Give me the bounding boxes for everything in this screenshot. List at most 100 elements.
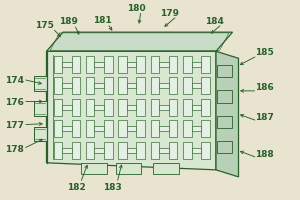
- Bar: [136, 57, 145, 73]
- Bar: [151, 57, 159, 73]
- Bar: [201, 99, 210, 116]
- Bar: [127, 63, 136, 67]
- Polygon shape: [46, 33, 232, 52]
- Bar: [86, 142, 94, 159]
- Bar: [104, 121, 112, 137]
- Bar: [201, 121, 210, 137]
- Bar: [159, 148, 169, 153]
- Bar: [54, 142, 62, 159]
- Bar: [54, 99, 62, 116]
- Bar: [217, 116, 232, 128]
- Bar: [169, 78, 177, 95]
- Text: 174: 174: [5, 76, 24, 84]
- Bar: [169, 99, 177, 116]
- Text: 183: 183: [103, 183, 122, 191]
- Bar: [34, 127, 46, 142]
- Bar: [94, 148, 104, 153]
- Bar: [94, 127, 104, 131]
- Bar: [136, 99, 145, 116]
- Bar: [86, 78, 94, 95]
- Bar: [217, 91, 232, 103]
- Bar: [94, 63, 104, 67]
- Bar: [159, 127, 169, 131]
- Bar: [62, 127, 72, 131]
- Bar: [72, 78, 80, 95]
- Bar: [72, 121, 80, 137]
- Bar: [118, 121, 127, 137]
- Bar: [217, 66, 232, 78]
- Bar: [192, 148, 201, 153]
- Text: 188: 188: [255, 150, 273, 158]
- Bar: [153, 163, 178, 175]
- Bar: [136, 142, 145, 159]
- Bar: [72, 142, 80, 159]
- Bar: [118, 78, 127, 95]
- Bar: [62, 84, 72, 89]
- Bar: [72, 99, 80, 116]
- Bar: [201, 142, 210, 159]
- Text: 176: 176: [5, 98, 24, 106]
- Bar: [54, 121, 62, 137]
- Bar: [151, 99, 159, 116]
- Bar: [118, 57, 127, 73]
- Bar: [94, 105, 104, 110]
- Bar: [86, 121, 94, 137]
- Bar: [54, 78, 62, 95]
- Bar: [104, 57, 112, 73]
- Bar: [34, 77, 46, 91]
- Text: 186: 186: [255, 83, 273, 91]
- Bar: [151, 121, 159, 137]
- Bar: [201, 57, 210, 73]
- Bar: [159, 84, 169, 89]
- Bar: [118, 142, 127, 159]
- Bar: [169, 121, 177, 137]
- Bar: [116, 163, 141, 175]
- Bar: [136, 121, 145, 137]
- Bar: [192, 105, 201, 110]
- Text: 179: 179: [160, 9, 179, 17]
- Bar: [151, 142, 159, 159]
- Text: 189: 189: [59, 17, 78, 25]
- Bar: [62, 148, 72, 153]
- Bar: [159, 105, 169, 110]
- Bar: [183, 142, 192, 159]
- Bar: [201, 78, 210, 95]
- Bar: [54, 57, 62, 73]
- Bar: [86, 99, 94, 116]
- Bar: [136, 78, 145, 95]
- Bar: [118, 99, 127, 116]
- Polygon shape: [46, 52, 216, 170]
- Text: 181: 181: [93, 16, 111, 24]
- Bar: [104, 99, 112, 116]
- Bar: [62, 63, 72, 67]
- Bar: [34, 102, 46, 116]
- Bar: [192, 84, 201, 89]
- Bar: [127, 84, 136, 89]
- Bar: [104, 78, 112, 95]
- Bar: [127, 148, 136, 153]
- Bar: [94, 84, 104, 89]
- Bar: [104, 142, 112, 159]
- Bar: [169, 57, 177, 73]
- Text: 177: 177: [5, 121, 24, 129]
- Bar: [159, 63, 169, 67]
- Text: 178: 178: [5, 145, 24, 153]
- Bar: [86, 57, 94, 73]
- Bar: [192, 63, 201, 67]
- Bar: [183, 78, 192, 95]
- Polygon shape: [216, 52, 239, 177]
- Bar: [81, 163, 106, 175]
- Bar: [192, 127, 201, 131]
- Bar: [62, 105, 72, 110]
- Bar: [183, 121, 192, 137]
- Bar: [183, 57, 192, 73]
- Bar: [151, 78, 159, 95]
- Text: 175: 175: [35, 21, 54, 29]
- Bar: [72, 57, 80, 73]
- Bar: [169, 142, 177, 159]
- Bar: [127, 105, 136, 110]
- Text: 180: 180: [127, 4, 146, 12]
- Text: 185: 185: [255, 48, 273, 56]
- Bar: [183, 99, 192, 116]
- Bar: [127, 127, 136, 131]
